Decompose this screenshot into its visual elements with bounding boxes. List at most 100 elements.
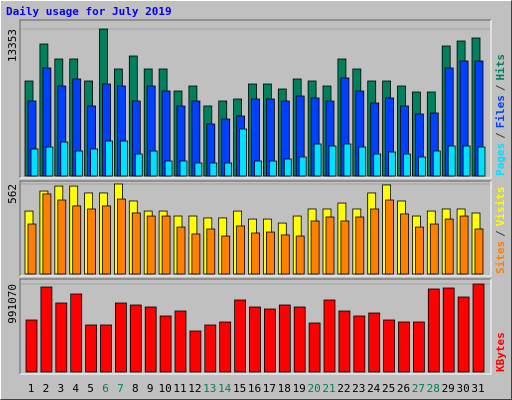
x-tick-label: 19	[293, 382, 306, 395]
x-tick-label: 3	[57, 382, 64, 395]
bar	[295, 235, 305, 275]
bar	[221, 235, 231, 275]
bar	[224, 162, 233, 177]
bar	[340, 220, 350, 275]
bar	[239, 128, 248, 177]
x-tick-label: 12	[188, 382, 201, 395]
bar	[477, 146, 486, 177]
bar	[310, 220, 320, 275]
bar	[161, 215, 171, 275]
bar	[204, 324, 217, 373]
bar	[278, 304, 291, 373]
bar	[462, 145, 471, 177]
x-tick-label: 13	[203, 382, 216, 395]
legend-entry: KBytes	[494, 332, 507, 372]
bar	[472, 283, 485, 373]
bar	[298, 156, 307, 177]
y-tick-label: 991070	[6, 284, 19, 324]
bar	[234, 299, 247, 373]
bar	[370, 208, 380, 275]
bar	[328, 145, 337, 177]
x-tick-label: 7	[117, 382, 124, 395]
bar	[179, 160, 188, 177]
legend-separator: /	[494, 132, 507, 139]
x-tick-label: 30	[456, 382, 469, 395]
bar	[427, 288, 440, 373]
legend-separator: /	[494, 84, 507, 91]
x-tick-label: 5	[87, 382, 94, 395]
bar	[265, 231, 275, 275]
bar	[129, 304, 142, 373]
bar	[60, 141, 69, 177]
bar	[268, 160, 277, 177]
bar	[174, 310, 187, 373]
legend: Sites / Visits	[494, 187, 507, 275]
bar	[102, 205, 111, 275]
bar	[283, 158, 292, 177]
bar	[100, 324, 112, 373]
bar	[90, 148, 98, 177]
bar	[414, 226, 424, 275]
bar	[27, 223, 37, 275]
x-tick-label: 4	[72, 382, 79, 395]
bar	[323, 299, 336, 373]
x-tick-label: 24	[367, 382, 381, 395]
panel-bevel	[19, 180, 491, 276]
x-tick-label: 10	[158, 382, 171, 395]
bar	[325, 216, 335, 275]
bar	[134, 153, 143, 177]
x-tick-label: 11	[173, 382, 186, 395]
bar	[383, 319, 396, 373]
bar	[159, 315, 172, 373]
bar	[368, 312, 381, 373]
bar	[355, 216, 365, 275]
bar	[293, 306, 306, 373]
x-tick-label: 25	[382, 382, 395, 395]
x-tick-label: 16	[248, 382, 261, 395]
bar	[219, 321, 232, 373]
x-tick-label: 18	[278, 382, 291, 395]
bar	[442, 287, 455, 373]
x-tick-label: 15	[233, 382, 246, 395]
bar	[149, 150, 158, 177]
bar	[343, 143, 352, 177]
bar	[146, 215, 156, 275]
x-tick-label: 9	[147, 382, 154, 395]
bar	[385, 199, 395, 275]
y-tick-label: 562	[6, 184, 19, 204]
panel-bevel	[20, 20, 492, 179]
bar	[263, 308, 276, 373]
x-tick-label: 27	[412, 382, 425, 395]
bar	[30, 148, 39, 177]
bar	[444, 218, 454, 275]
bar	[57, 199, 67, 275]
bar	[164, 160, 173, 177]
x-tick-label: 6	[102, 382, 109, 395]
legend-entry: Sites	[494, 241, 507, 274]
bar	[75, 150, 84, 177]
bar	[144, 306, 157, 373]
bar	[308, 322, 321, 373]
legend-entry: Pages	[494, 143, 507, 176]
panel-bevel	[19, 19, 491, 178]
bar	[251, 232, 260, 275]
bar	[42, 193, 52, 275]
legend-entry: Hits	[494, 54, 507, 81]
bar	[353, 315, 366, 373]
bar	[338, 310, 351, 373]
x-tick-label: 23	[352, 382, 365, 395]
bar	[400, 213, 409, 275]
x-tick-label: 26	[397, 382, 410, 395]
panel-bevel	[20, 181, 492, 277]
x-tick-label: 31	[471, 382, 484, 395]
legend-entry: Visits	[494, 187, 507, 227]
legend: KBytes	[494, 332, 507, 372]
x-tick-label: 2	[43, 382, 50, 395]
bar	[417, 156, 426, 177]
bar	[412, 321, 425, 373]
bar	[206, 228, 216, 275]
bar	[87, 208, 96, 275]
panel-bevel	[19, 278, 491, 374]
